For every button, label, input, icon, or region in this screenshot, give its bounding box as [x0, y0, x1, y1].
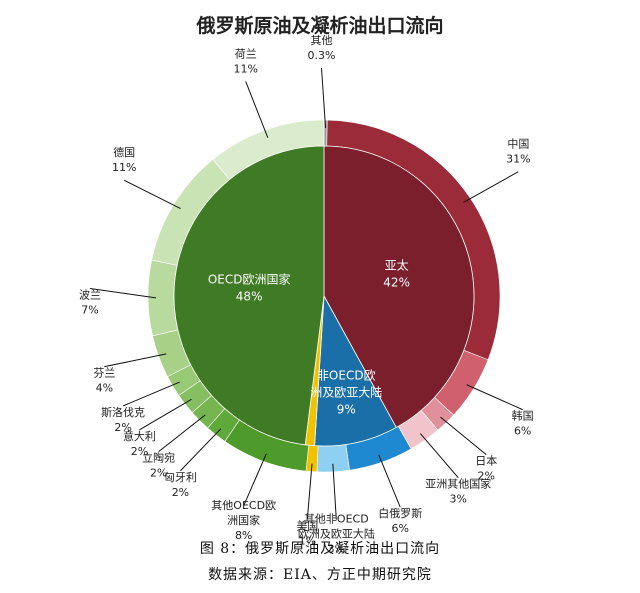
leader-line-2 — [463, 171, 519, 203]
inner-label-4-1: 48% — [236, 289, 263, 303]
inner-label-1-1: 42% — [383, 275, 410, 289]
outer-label-11-1: 2% — [150, 467, 167, 480]
leader-line-6 — [378, 454, 401, 508]
outer-label-9-2: 8% — [235, 529, 252, 542]
inner-pie — [173, 145, 475, 447]
outer-label-4-1: 2% — [477, 470, 494, 483]
outer-label-14-0: 芬兰 — [93, 367, 115, 380]
outer-label-12-0: 意大利 — [123, 429, 156, 443]
outer-label-10-0: 匈牙利 — [164, 470, 197, 484]
outer-ring — [147, 119, 501, 473]
outer-label-1-0: 其他 — [310, 34, 332, 47]
outer-label-6-1: 6% — [392, 522, 409, 535]
outer-label-1-1: 0.3% — [308, 49, 336, 62]
leader-line-9 — [243, 453, 267, 506]
outer-label-10-1: 2% — [172, 486, 189, 499]
outer-label-9-0: 其他OECD欧 — [211, 499, 276, 512]
outer-label-5-0: 亚洲其他国家 — [425, 477, 491, 491]
inner-slice-1 — [323, 145, 475, 428]
outer-label-7-2: 3% — [328, 543, 345, 556]
outer-label-6-0: 白俄罗斯 — [378, 506, 422, 520]
leader-line-1 — [320, 67, 327, 129]
inner-label-1-0: 亚太 — [385, 257, 409, 272]
leader-line-3 — [466, 384, 523, 411]
leader-line-17 — [245, 81, 269, 138]
inner-label-2-2: 9% — [337, 403, 356, 417]
outer-label-17-0: 荷兰 — [235, 47, 257, 60]
outer-label-9-1: 洲国家 — [227, 513, 260, 527]
outer-label-17-1: 11% — [233, 62, 257, 75]
leader-line-14 — [104, 353, 167, 368]
outer-label-13-1: 2% — [114, 421, 131, 434]
outer-label-3-0: 韩国 — [512, 409, 534, 423]
outer-label-7-1: 欧洲及欧亚大陆 — [298, 527, 375, 541]
outer-label-16-0: 德国 — [113, 145, 135, 159]
leader-line-16 — [123, 179, 181, 210]
outer-slice-15 — [147, 259, 179, 337]
outer-label-15-0: 波兰 — [79, 289, 101, 302]
inner-label-4-0: OECD欧洲国家 — [208, 271, 291, 286]
leader-line-15 — [89, 288, 157, 299]
leader-line-8 — [306, 463, 313, 520]
leader-line-11 — [158, 414, 206, 452]
outer-label-12-1: 2% — [131, 445, 148, 458]
chart-title: 俄罗斯原油及凝析油出口流向 — [195, 14, 443, 37]
outer-label-8-0: 美国 — [296, 519, 318, 532]
outer-label-15-1: 7% — [81, 304, 98, 317]
outer-label-8-1: 1% — [299, 534, 316, 547]
outer-label-11-0: 立陶宛 — [142, 451, 175, 465]
inner-slice-4 — [173, 145, 325, 446]
figure-caption: 图 8：俄罗斯原油及凝析油出口流向 — [199, 541, 441, 557]
outer-label-14-1: 4% — [96, 382, 113, 395]
source-caption: 数据来源：EIA、方正中期研究院 — [208, 567, 432, 583]
leader-line-7 — [332, 463, 337, 520]
inner-label-2-1: 洲及欧亚大陆 — [310, 385, 382, 400]
leader-lines — [89, 67, 523, 520]
outer-label-4-0: 日本 — [475, 454, 497, 468]
inner-slice-2 — [314, 294, 397, 447]
outer-label-16-1: 11% — [112, 161, 136, 174]
leader-line-10 — [180, 428, 222, 472]
outer-label-7-0: 其他非OECD — [304, 513, 369, 526]
leader-line-13 — [122, 381, 180, 407]
outer-label-13-0: 斯洛伐克 — [101, 405, 145, 419]
outer-label-2-1: 31% — [506, 153, 530, 166]
leader-line-4 — [440, 416, 487, 456]
leader-line-12 — [139, 398, 192, 431]
leader-line-5 — [419, 433, 459, 478]
outer-label-2-0: 中国 — [507, 138, 529, 151]
inner-label-2-0: 非OECD欧 — [317, 369, 376, 383]
outer-label-5-1: 3% — [450, 493, 467, 506]
outer-label-3-1: 6% — [514, 425, 531, 438]
